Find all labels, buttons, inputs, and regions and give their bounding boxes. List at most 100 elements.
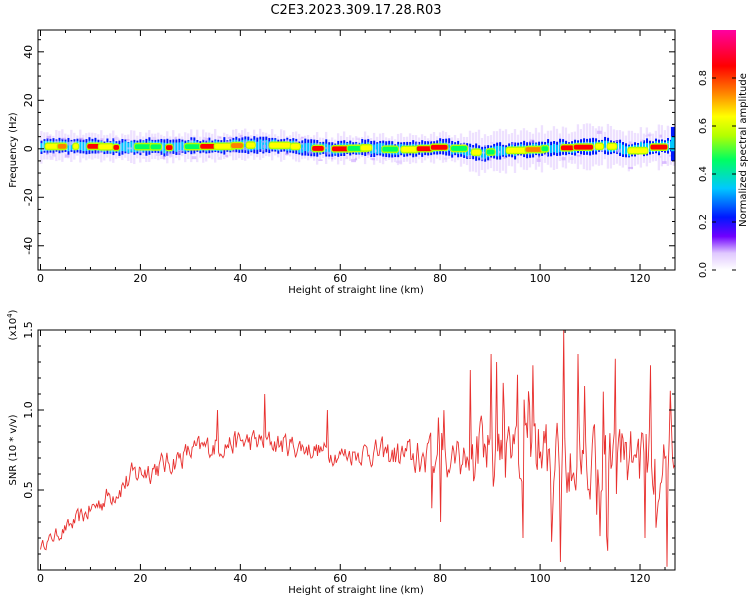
heatmap-noise-cell: [584, 142, 588, 145]
heatmap-noise-cell: [489, 141, 494, 144]
heatmap-noise-cell: [300, 142, 304, 145]
x-tick-label: 40: [233, 272, 247, 285]
heatmap-hotspot-core: [360, 145, 372, 151]
heatmap-noise-cell: [628, 166, 634, 169]
heatmap-hotspot-core: [650, 144, 668, 150]
heatmap-hotspot: [381, 145, 399, 154]
heatmap-noise-cell: [70, 141, 76, 145]
heatmap-cell-mid: [481, 149, 484, 159]
heatmap-noise-cell: [51, 152, 56, 156]
heatmap-noise-cell: [659, 134, 663, 138]
heatmap-noise-cell: [190, 139, 193, 143]
heatmap-noise-cell: [142, 156, 145, 159]
heatmap-cell-mid: [178, 142, 181, 152]
heatmap-noise-cell: [470, 147, 475, 150]
heatmap-hotspot-core: [506, 147, 528, 153]
heatmap-noise-cell: [537, 155, 541, 159]
heatmap-noise-cell: [569, 156, 574, 161]
heatmap-noise-cell: [318, 159, 323, 162]
heatmap-noise-cell: [331, 157, 334, 160]
heatmap-cell-mid: [121, 142, 124, 152]
heatmap-noise-cell: [217, 156, 222, 160]
heatmap-hotspot: [268, 141, 292, 150]
y-tick-label: 0.5: [22, 481, 35, 499]
colorbar-tick-label: 0.4: [698, 166, 709, 182]
heatmap-hotspot: [559, 143, 575, 152]
heatmap-noise-cell: [41, 148, 45, 151]
colorbar-gradient: [712, 30, 736, 270]
heatmap-hotspot: [485, 148, 496, 156]
snr-panel: 0 20 40 60 80 100 120 0.5 1.0 1.5 Height of stra…: [6, 309, 676, 596]
heatmap-hotspot: [213, 142, 236, 151]
heatmap-noise-cell: [127, 147, 133, 150]
colorbar-ticks: 0.0 0.2 0.4 0.6 0.8: [698, 70, 736, 278]
heatmap-hotspot-core: [57, 143, 67, 149]
heatmap-cell-mid: [259, 139, 262, 150]
heatmap-noise-cell: [46, 135, 52, 140]
spectrogram-x-ticks: 0 20 40 60 80 100 120: [37, 30, 666, 285]
heatmap-hotspot: [245, 141, 256, 150]
x-tick-label: 120: [630, 572, 651, 585]
heatmap-hotspot: [199, 142, 217, 151]
heatmap-cell-mid: [307, 142, 310, 153]
heatmap-noise-cell: [398, 147, 402, 151]
x-tick-label: 0: [37, 272, 44, 285]
heatmap-noise-cell: [398, 160, 403, 164]
snr-x-axis-label: Height of straight line (km): [288, 585, 424, 596]
heatmap-noise-cell: [174, 137, 177, 140]
heatmap-cell-mid: [604, 140, 607, 151]
heatmap-cell-mid: [496, 145, 499, 157]
heatmap-hotspot-core: [560, 145, 574, 151]
snr-series-line: [40, 330, 675, 567]
heatmap-noise-cell: [374, 149, 377, 153]
heatmap-cell-mid: [79, 141, 82, 151]
spectrogram-heatmap: [40, 123, 675, 176]
heatmap-hotspot-core: [312, 146, 324, 151]
heatmap-noise-cell: [659, 156, 662, 158]
heatmap-hotspot: [112, 143, 121, 152]
heatmap-noise-cell: [325, 147, 329, 150]
heatmap-noise-cell: [261, 149, 264, 152]
heatmap-hotspot: [505, 146, 529, 155]
heatmap-noise-cell: [662, 161, 667, 164]
heatmap-noise-cell: [295, 140, 299, 144]
heatmap-noise-cell: [443, 157, 448, 160]
heatmap-hotspot-core: [486, 149, 495, 155]
heatmap-noise-cell: [218, 136, 222, 139]
heatmap-noise-cell: [617, 148, 621, 153]
heatmap-hotspot: [56, 142, 68, 151]
x-tick-label: 80: [433, 572, 447, 585]
heatmap-hotspot: [133, 142, 155, 151]
heatmap-cell-mid: [622, 144, 625, 155]
heatmap-noise-cell: [155, 152, 161, 156]
heatmap-cell-mid: [379, 143, 382, 154]
heatmap-noise-cell: [232, 150, 236, 153]
heatmap-cell-mid: [130, 141, 133, 152]
colorbar-tick-label: 0.0: [698, 262, 709, 278]
heatmap-noise-cell: [308, 150, 314, 154]
heatmap-hotspot-core: [573, 144, 594, 150]
heatmap-hotspot: [164, 143, 174, 152]
heatmap-cell-mid: [181, 141, 184, 151]
heatmap-noise-cell: [55, 140, 60, 144]
heatmap-noise-cell: [113, 137, 119, 141]
heatmap-noise-cell: [544, 153, 548, 156]
heatmap-hotspot-core: [450, 146, 468, 151]
heatmap-cell-mid: [328, 144, 331, 155]
heatmap-hotspot-core: [541, 146, 549, 152]
y-tick-label: -40: [22, 237, 35, 255]
colorbar-tick-label: 0.8: [698, 70, 709, 86]
heatmap-noise-cell: [629, 142, 634, 145]
heatmap-noise-cell: [484, 145, 487, 147]
heatmap-hotspot-core: [401, 147, 418, 152]
heatmap-noise-cell: [300, 136, 304, 139]
heatmap-hotspot-core: [113, 145, 120, 150]
heatmap-hotspot-core: [98, 144, 113, 150]
heatmap-noise-cell: [561, 157, 566, 161]
heatmap-noise-cell: [489, 157, 492, 161]
heatmap-noise-cell: [208, 155, 211, 158]
heatmap-cell-mid: [40, 143, 43, 152]
heatmap-hotspot: [230, 141, 245, 150]
heatmap-hotspot-core: [382, 146, 398, 152]
heatmap-cell-mid: [70, 141, 73, 151]
